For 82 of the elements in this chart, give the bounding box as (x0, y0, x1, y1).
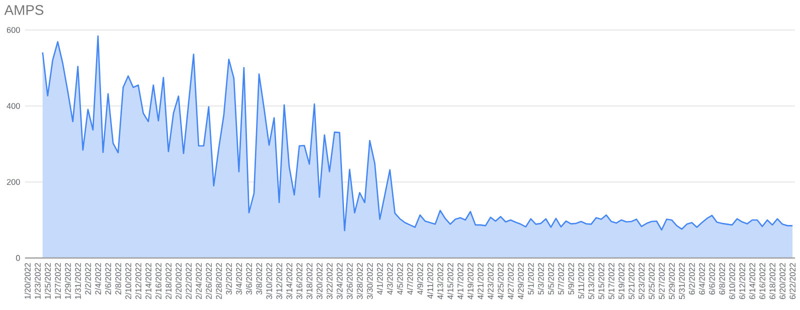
x-tick-label: 2/22/2022 (186, 263, 192, 300)
x-tick-label: 4/23/2022 (488, 263, 494, 300)
x-tick-label: 5/21/2022 (628, 263, 634, 300)
x-tick-label: 5/19/2022 (618, 263, 624, 300)
x-tick-label: 4/7/2022 (406, 263, 414, 295)
x-tick-label: 5/27/2022 (658, 263, 665, 300)
x-tick-label: 3/16/2022 (296, 263, 302, 300)
x-tick-label: 6/22/2022 (789, 263, 796, 300)
x-tick-label: 4/9/2022 (417, 263, 424, 295)
x-tick-label: 5/11/2022 (578, 263, 584, 299)
x-tick-label: 6/4/2022 (698, 263, 705, 294)
x-tick-label: 2/10/2022 (125, 263, 132, 300)
x-tick-label: 3/20/2022 (316, 263, 322, 300)
x-tick-label: 3/10/2022 (266, 263, 272, 300)
x-tick-label: 4/13/2022 (437, 263, 444, 300)
x-tick-label: 5/25/2022 (648, 263, 655, 300)
x-tick-label: 1/27/2022 (54, 263, 61, 299)
x-tick-label: 1/23/2022 (34, 263, 41, 299)
x-tick-label: 2/12/2022 (135, 263, 142, 300)
x-tick-label: 2/26/2022 (206, 263, 212, 300)
x-tick-label: 2/6/2022 (105, 263, 112, 294)
x-tick-label: 5/9/2022 (568, 263, 574, 295)
y-tick-label: 0 (16, 255, 20, 261)
y-tick-label: 600 (6, 27, 20, 33)
x-tick-label: 1/25/2022 (44, 263, 51, 299)
x-tick-label: 5/13/2022 (588, 263, 594, 300)
x-tick-label: 6/20/2022 (779, 263, 786, 300)
x-tick-label: 5/15/2022 (598, 263, 604, 300)
y-tick-label: 200 (6, 179, 20, 185)
x-tick-label: 5/29/2022 (668, 263, 675, 300)
x-tick-label: 6/16/2022 (759, 263, 766, 300)
x-tick-label: 6/12/2022 (739, 263, 746, 300)
x-tick-label: 6/2/2022 (688, 263, 695, 294)
x-tick-label: 2/2/2022 (84, 263, 91, 294)
x-tick-label: 3/14/2022 (286, 263, 292, 300)
x-tick-label: 5/31/2022 (678, 263, 685, 300)
y-tick-label: 400 (6, 103, 20, 109)
x-tick-label: 2/18/2022 (165, 263, 172, 300)
x-tick-label: 2/4/2022 (94, 263, 102, 294)
x-tick-label: 1/31/2022 (74, 263, 81, 299)
x-tick-label: 2/24/2022 (196, 263, 202, 300)
x-tick-label: 3/26/2022 (346, 263, 353, 300)
x-tick-label: 4/17/2022 (457, 263, 464, 300)
x-tick-label: 4/11/2022 (427, 263, 434, 299)
x-tick-label: 4/19/2022 (467, 263, 474, 300)
chart-title: AMPS (4, 5, 44, 15)
x-tick-label: 1/20/2022 (24, 263, 31, 299)
x-tick-label: 4/29/2022 (518, 263, 524, 300)
x-tick-label: 6/8/2022 (718, 263, 726, 294)
x-tick-label: 2/14/2022 (145, 263, 152, 300)
x-tick-label: 4/21/2022 (477, 263, 484, 300)
x-tick-label: 6/18/2022 (769, 263, 776, 300)
x-tick-label: 3/8/2022 (256, 263, 262, 295)
x-tick-label: 4/5/2022 (396, 263, 403, 295)
x-tick-label: 3/6/2022 (246, 263, 252, 295)
x-tick-label: 2/28/2022 (216, 263, 222, 300)
x-tick-label: 2/8/2022 (115, 263, 122, 294)
x-tick-label: 1/29/2022 (64, 263, 71, 299)
x-tick-label: 6/14/2022 (749, 263, 756, 300)
x-tick-label: 3/12/2022 (276, 263, 282, 300)
x-tick-label: 3/22/2022 (326, 263, 333, 300)
x-tick-label: 3/24/2022 (336, 263, 343, 300)
x-tick-label: 2/16/2022 (155, 263, 162, 300)
x-tick-label: 3/2/2022 (226, 263, 232, 295)
x-tick-label: 5/1/2022 (528, 263, 534, 295)
x-tick-label: 4/15/2022 (447, 263, 454, 300)
x-tick-label: 4/25/2022 (498, 263, 504, 300)
x-tick-label: 5/5/2022 (548, 263, 554, 295)
x-tick-label: 5/17/2022 (608, 263, 614, 300)
x-tick-label: 3/28/2022 (356, 263, 363, 300)
x-tick-label: 3/30/2022 (366, 263, 373, 300)
x-tick-label: 6/6/2022 (708, 263, 715, 294)
x-tick-label: 4/27/2022 (508, 263, 514, 300)
x-tick-label: 5/7/2022 (558, 263, 564, 295)
x-tick-label: 3/18/2022 (306, 263, 312, 300)
x-tick-label: 5/23/2022 (638, 263, 645, 300)
x-tick-label: 4/1/2022 (376, 263, 383, 295)
x-tick-label: 4/3/2022 (386, 263, 393, 295)
x-tick-label: 2/20/2022 (175, 263, 182, 300)
x-tick-label: 3/4/2022 (236, 263, 242, 295)
x-tick-label: 6/10/2022 (729, 263, 736, 300)
x-tick-label: 5/3/2022 (538, 263, 544, 295)
